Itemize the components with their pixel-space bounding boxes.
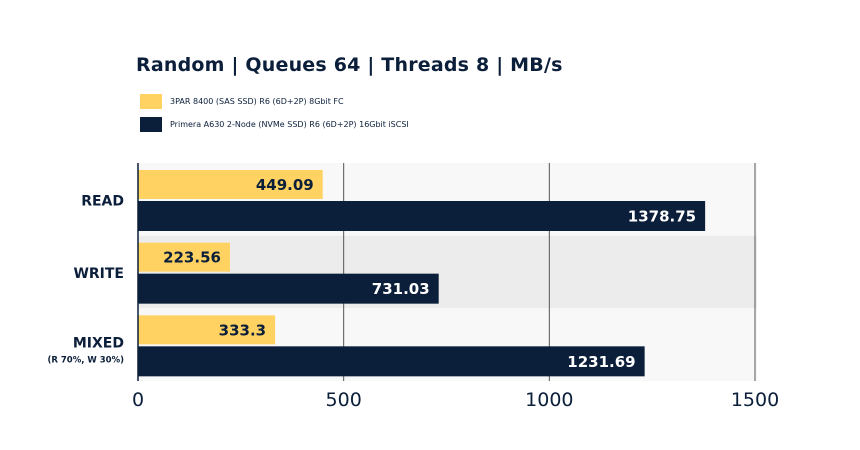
legend-item-primera: Primera A630 2-Node (NVMe SSD) R6 (6D+2P…: [140, 117, 409, 132]
data-label: 333.3: [219, 321, 266, 339]
legend-label-3par: 3PAR 8400 (SAS SSD) R6 (6D+2P) 8Gbit FC: [170, 97, 344, 106]
category-label: MIXED: [73, 336, 124, 352]
data-label: 449.09: [256, 176, 314, 194]
category-label: WRITE: [73, 266, 124, 282]
bar: [138, 201, 706, 231]
bar: [138, 346, 645, 377]
x-tick-label: 500: [326, 389, 362, 411]
category-sublabel: (R 70%, W 30%): [48, 356, 125, 366]
data-label: 731.03: [372, 280, 430, 298]
data-label: 1231.69: [567, 353, 635, 371]
bar: [138, 273, 439, 304]
category-label: READ: [81, 193, 124, 209]
data-label: 223.56: [163, 249, 221, 267]
bar: [138, 242, 230, 272]
legend-label-primera: Primera A630 2-Node (NVMe SSD) R6 (6D+2P…: [170, 120, 409, 129]
bar: [138, 170, 323, 199]
legend-swatch-primera: [140, 117, 162, 132]
x-tick-label: 1000: [525, 389, 573, 411]
data-label: 1378.75: [628, 208, 696, 226]
x-tick-label: 0: [132, 389, 144, 411]
legend-swatch-3par: [140, 94, 162, 109]
x-tick-label: 1500: [731, 389, 779, 411]
chart-title: Random | Queues 64 | Threads 8 | MB/s: [136, 54, 563, 76]
bar: [138, 315, 276, 345]
legend-item-3par: 3PAR 8400 (SAS SSD) R6 (6D+2P) 8Gbit FC: [140, 94, 344, 109]
